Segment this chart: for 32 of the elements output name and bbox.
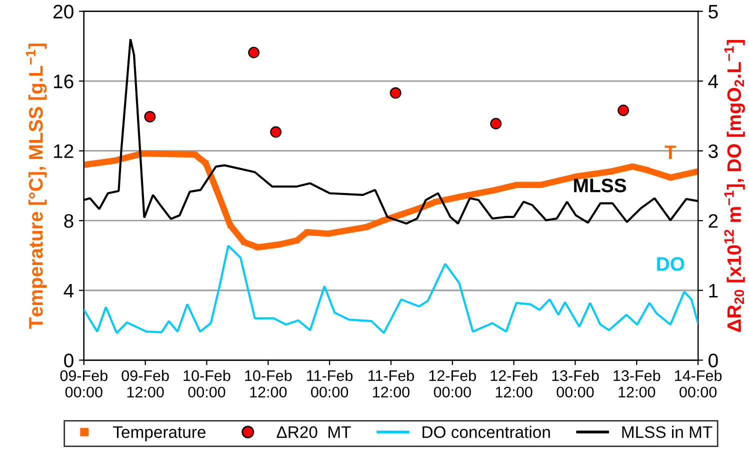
y-tick-label: 16 <box>54 74 74 88</box>
y2-tick-label: 4 <box>708 74 718 88</box>
annotation: MLSS <box>574 178 626 192</box>
y2-tick-label: 0 <box>708 354 718 368</box>
x-tick-label: 09-Feb 00:00 <box>60 370 108 398</box>
x-tick-label: 12-Feb 00:00 <box>429 370 476 398</box>
legend-label: MLSS in MT <box>622 426 712 438</box>
y-tick-label: 0 <box>64 354 74 368</box>
x-tick-label: 09-Feb 12:00 <box>122 370 169 398</box>
x-tick-label: 12-Feb 12:00 <box>490 370 538 398</box>
x-tick-label: 13-Feb 12:00 <box>614 370 660 398</box>
x-tick-label: 13-Feb 00:00 <box>552 370 599 398</box>
text: ΔR$_{20}$ [x10$^{12}$ m$^{−1}$], DO [mgO$_{2}$.L$^{−1}$] <box>724 40 745 332</box>
x-tick-label: 11-Feb 12:00 <box>368 370 414 398</box>
y-axis-title: Temperature [°C], MLSS [g.L$^{−1}$] <box>26 44 47 329</box>
annotation: T <box>664 146 676 160</box>
annotation: DO <box>657 257 684 271</box>
y-tick-label: 8 <box>64 214 74 228</box>
legend-label: Temperature <box>113 426 206 442</box>
legend-label: ΔR20 MT <box>276 426 351 438</box>
y2-tick-label: 2 <box>708 214 718 228</box>
x-tick-label: 14-Feb 00:00 <box>675 370 722 398</box>
x-tick-label: 10-Feb 12:00 <box>245 370 292 398</box>
legend-label: DO concentration <box>422 426 550 438</box>
x-tick-label: 10-Feb 00:00 <box>184 370 230 398</box>
y-tick-label: 4 <box>64 284 74 298</box>
y-tick-label: 12 <box>54 144 74 158</box>
y-tick-label: 20 <box>54 4 74 19</box>
y2-tick-label: 1 <box>709 284 718 298</box>
y2-tick-label: 3 <box>708 144 718 158</box>
x-tick-label: 11-Feb 00:00 <box>307 370 353 398</box>
y2-tick-label: 5 <box>708 4 718 19</box>
